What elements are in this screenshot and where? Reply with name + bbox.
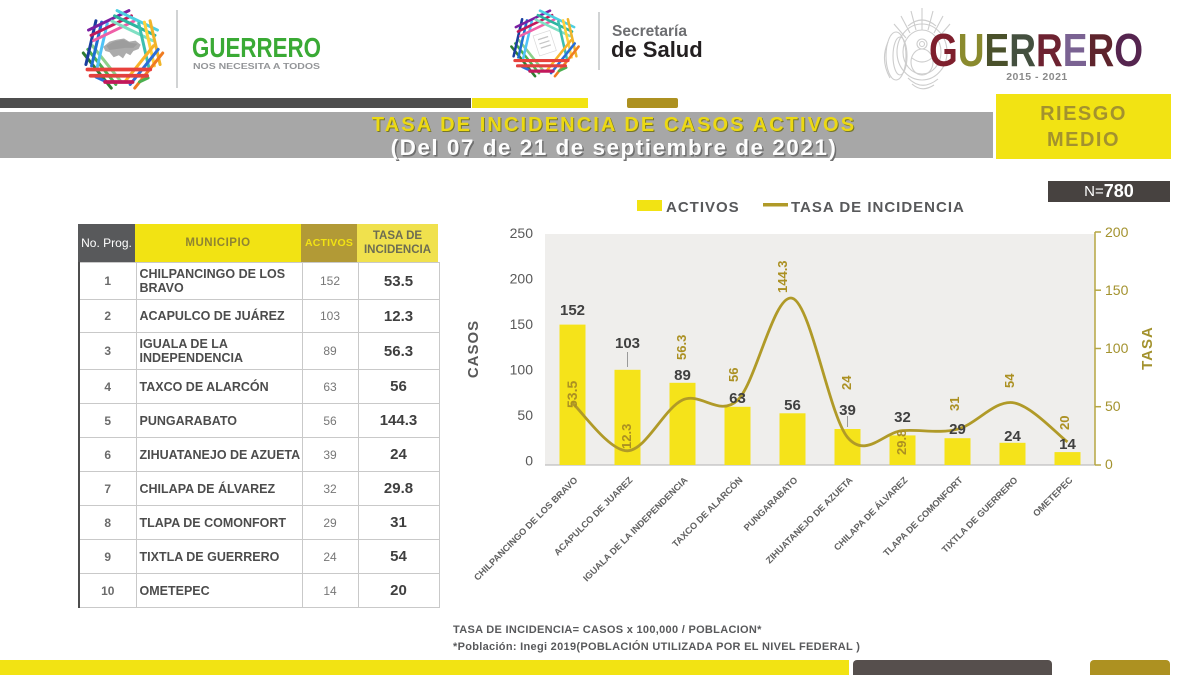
svg-text:NOS NECESITA A TODOS: NOS NECESITA A TODOS	[193, 61, 321, 71]
svg-text:56: 56	[726, 368, 741, 382]
svg-text:152: 152	[560, 302, 585, 319]
svg-text:ACTIVOS: ACTIVOS	[666, 199, 740, 216]
svg-text:103: 103	[615, 335, 640, 352]
svg-text:54: 54	[1002, 373, 1017, 388]
svg-text:IGUALA DE LA INDEPENDENCIA: IGUALA DE LA INDEPENDENCIA	[581, 475, 690, 584]
svg-text:29.8: 29.8	[894, 430, 909, 455]
svg-text:TASA DE INCIDENCIA: TASA DE INCIDENCIA	[791, 199, 965, 216]
svg-text:100: 100	[1105, 340, 1129, 356]
svg-text:CHILPANCINGO DE LOS BRAVO: CHILPANCINGO DE LOS BRAVO	[472, 475, 580, 583]
svg-text:150: 150	[510, 316, 534, 332]
svg-text:39: 39	[839, 402, 856, 419]
svg-text:29: 29	[949, 421, 966, 438]
svg-text:32: 32	[894, 409, 911, 426]
svg-text:250: 250	[510, 225, 534, 241]
svg-text:56: 56	[784, 397, 801, 414]
svg-text:OMETEPEC: OMETEPEC	[1031, 475, 1075, 519]
svg-text:100: 100	[510, 362, 534, 378]
svg-text:200: 200	[1105, 224, 1129, 240]
svg-text:24: 24	[1004, 428, 1021, 445]
svg-text:TASA: TASA	[1139, 326, 1156, 370]
svg-text:2015 - 2021: 2015 - 2021	[1006, 71, 1068, 83]
svg-text:Secretaría: Secretaría	[612, 23, 687, 40]
svg-text:de Salud: de Salud	[611, 37, 703, 62]
svg-text:24: 24	[839, 375, 854, 390]
svg-text:56.3: 56.3	[674, 335, 689, 360]
svg-text:53.5: 53.5	[564, 381, 580, 408]
svg-text:50: 50	[517, 407, 533, 423]
svg-text:PUNGARABATO: PUNGARABATO	[742, 475, 800, 533]
svg-text:20: 20	[1057, 416, 1072, 430]
svg-text:50: 50	[1105, 398, 1121, 414]
svg-text:150: 150	[1105, 282, 1129, 298]
svg-text:CASOS: CASOS	[465, 320, 482, 378]
svg-text:14: 14	[1059, 436, 1076, 453]
svg-text:0: 0	[525, 453, 533, 469]
svg-text:63: 63	[729, 390, 746, 407]
svg-text:12.3: 12.3	[619, 424, 634, 449]
svg-text:31: 31	[947, 397, 962, 411]
svg-text:ZIHUATANEJO DE AZUETA: ZIHUATANEJO DE AZUETA	[764, 475, 855, 566]
svg-text:GUERRERO: GUERRERO	[929, 24, 1143, 76]
svg-text:GUERRERO: GUERRERO	[192, 32, 321, 63]
svg-text:89: 89	[674, 367, 691, 384]
svg-text:144.3: 144.3	[775, 260, 790, 293]
svg-text:0: 0	[1105, 456, 1113, 472]
svg-text:200: 200	[510, 271, 534, 287]
